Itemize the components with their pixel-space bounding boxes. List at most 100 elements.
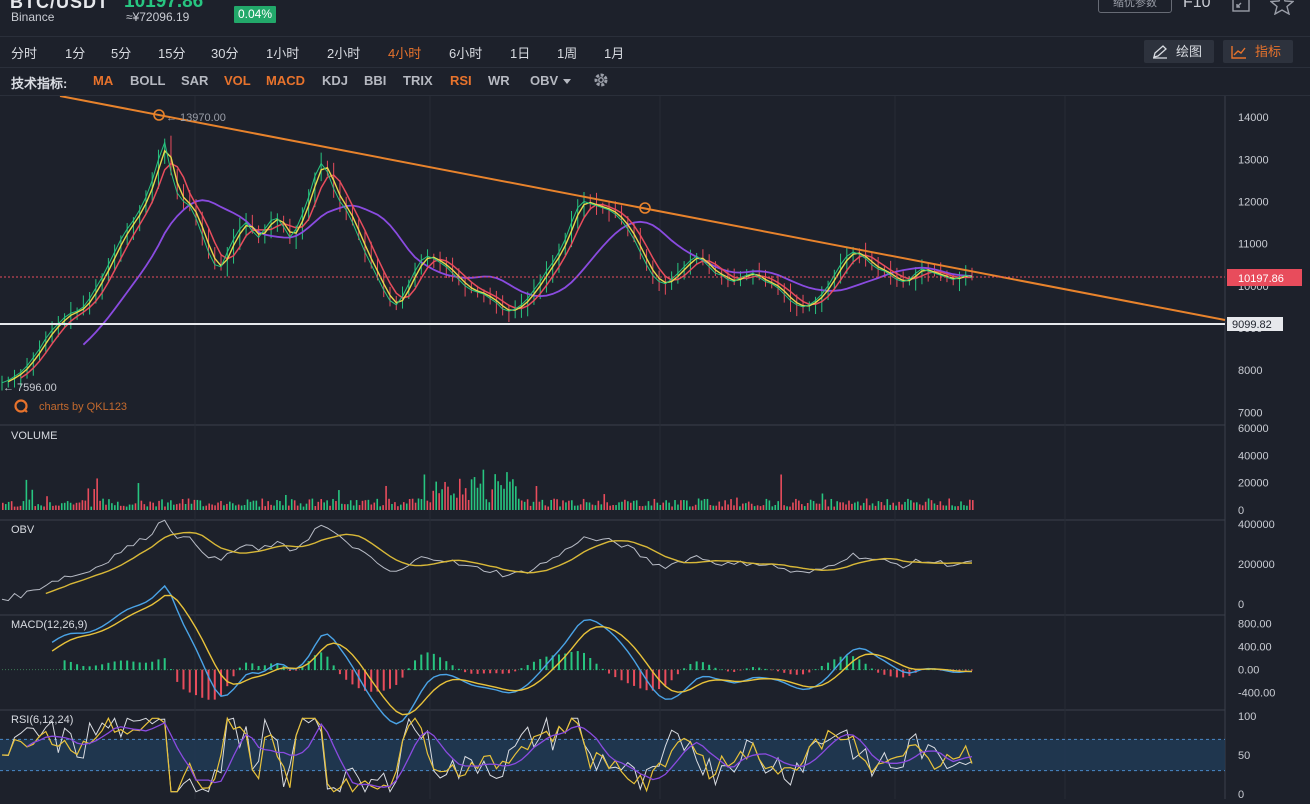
volume-bar <box>600 504 603 510</box>
macd-hist-bar <box>445 661 448 671</box>
indicator-kdj[interactable]: KDJ <box>322 73 349 88</box>
star-icon[interactable] <box>1270 0 1294 15</box>
main-y-tick: 8000 <box>1238 365 1262 377</box>
volume-bar <box>768 500 771 510</box>
volume-bar <box>972 500 974 510</box>
period-item[interactable]: 1分 <box>65 46 86 61</box>
indicator-macd[interactable]: MACD <box>266 73 305 88</box>
volume-bar <box>806 503 809 510</box>
indicator-trix[interactable]: TRIX <box>403 73 433 88</box>
indicator-rsi[interactable]: RSI <box>450 73 472 88</box>
indicator-button[interactable]: 指标 <box>1223 40 1293 63</box>
volume-bar <box>379 506 381 510</box>
ma-short-line <box>7 149 972 383</box>
volume-bar <box>517 498 520 510</box>
trendline-anchor-mid[interactable] <box>639 202 651 214</box>
obv-y-tick: 200000 <box>1238 559 1275 571</box>
trendline-anchor-high[interactable] <box>153 109 165 121</box>
volume-bar <box>196 499 199 510</box>
main-y-tick: 7000 <box>1238 407 1262 419</box>
volume-bar <box>915 502 918 510</box>
volume-bar <box>470 479 473 510</box>
period-item-active[interactable]: 4小时 <box>388 46 422 61</box>
period-item[interactable]: 5分 <box>111 46 132 61</box>
optimize-params-button[interactable]: 缩优参数 <box>1098 0 1172 13</box>
period-item[interactable]: 分时 <box>11 46 38 61</box>
macd-hist-bar <box>933 669 936 671</box>
indicator-boll[interactable]: BOLL <box>130 73 166 88</box>
period-item[interactable]: 6小时 <box>449 46 483 61</box>
volume-bar <box>187 498 190 510</box>
volume-bar <box>320 499 323 510</box>
period-item[interactable]: 1小时 <box>266 46 300 61</box>
rsi-y-tick: 50 <box>1238 750 1250 762</box>
volume-bar <box>839 502 841 510</box>
macd-hist-bar <box>651 669 654 691</box>
volume-bar <box>264 506 267 510</box>
volume-bar <box>668 502 670 510</box>
macd-hist-bar <box>608 669 611 674</box>
macd-hist-bar <box>188 669 191 693</box>
indicator-wr[interactable]: WR <box>488 73 510 88</box>
period-item[interactable]: 30分 <box>211 46 239 61</box>
volume-bar <box>199 500 202 510</box>
gear-icon[interactable] <box>592 71 610 89</box>
indicator-sar[interactable]: SAR <box>181 73 209 88</box>
macd-y-axis: 800.00 400.00 0.00 -400.00 <box>1238 619 1275 700</box>
f10-button[interactable]: F10 <box>1183 0 1211 11</box>
volume-bar <box>461 494 464 510</box>
macd-hist-bar <box>307 661 310 671</box>
indicator-bbi[interactable]: BBI <box>364 73 387 88</box>
volume-bar <box>612 505 614 510</box>
volume-bar <box>594 505 597 510</box>
macd-hist-bar <box>82 666 85 671</box>
chart-canvas[interactable]: 1400013000120001100010000900080007000 13… <box>0 95 1310 801</box>
volume-bar <box>341 503 343 510</box>
volume-bar <box>417 498 420 510</box>
volume-bar <box>435 481 438 510</box>
volume-bar <box>400 504 402 510</box>
volume-bar <box>81 500 84 510</box>
indicator-vol[interactable]: VOL <box>224 73 251 88</box>
indicator-chart-icon <box>1231 46 1246 59</box>
volume-bar <box>55 505 57 510</box>
period-item[interactable]: 1周 <box>557 46 578 61</box>
period-item[interactable]: 2小时 <box>327 46 361 61</box>
volume-bar <box>830 498 833 510</box>
volume-bar <box>924 501 927 510</box>
volume-bar <box>700 500 703 510</box>
volume-bar <box>485 499 488 510</box>
macd-hist-bar <box>276 663 279 671</box>
trendline[interactable] <box>59 95 1226 321</box>
volume-bar <box>229 501 231 510</box>
volume-bar <box>22 501 25 510</box>
indicator-ma[interactable]: MA <box>93 73 114 88</box>
volume-bar <box>691 506 694 510</box>
volume-bar <box>305 503 308 510</box>
macd-hist-bar <box>583 652 585 671</box>
volume-bar <box>762 505 765 510</box>
period-item[interactable]: 15分 <box>158 46 186 61</box>
period-item[interactable]: 1日 <box>510 46 531 61</box>
support-price-tag <box>1227 317 1283 331</box>
macd-hist-bar <box>119 660 122 671</box>
volume-bar <box>756 505 759 510</box>
draw-label: 绘图 <box>1176 44 1203 59</box>
macd-hist-bar <box>151 661 154 671</box>
volume-bar <box>155 506 157 510</box>
volume-bar <box>243 504 246 510</box>
volume-bar <box>895 505 897 510</box>
chart-area[interactable]: 1400013000120001100010000900080007000 13… <box>0 95 1310 801</box>
volume-bar <box>650 505 653 510</box>
draw-button[interactable]: 绘图 <box>1144 40 1214 63</box>
volume-bar <box>7 501 10 510</box>
volume-bar <box>249 501 252 510</box>
volume-bar <box>458 478 461 510</box>
indicator-obv-dropdown[interactable]: OBV <box>530 73 572 88</box>
volume-bar <box>494 474 496 510</box>
pen-icon <box>1153 45 1167 59</box>
period-item[interactable]: 1月 <box>604 46 625 61</box>
volume-bar <box>730 499 732 510</box>
macd-hist-bar <box>88 666 91 671</box>
fullscreen-icon[interactable] <box>1232 0 1250 12</box>
